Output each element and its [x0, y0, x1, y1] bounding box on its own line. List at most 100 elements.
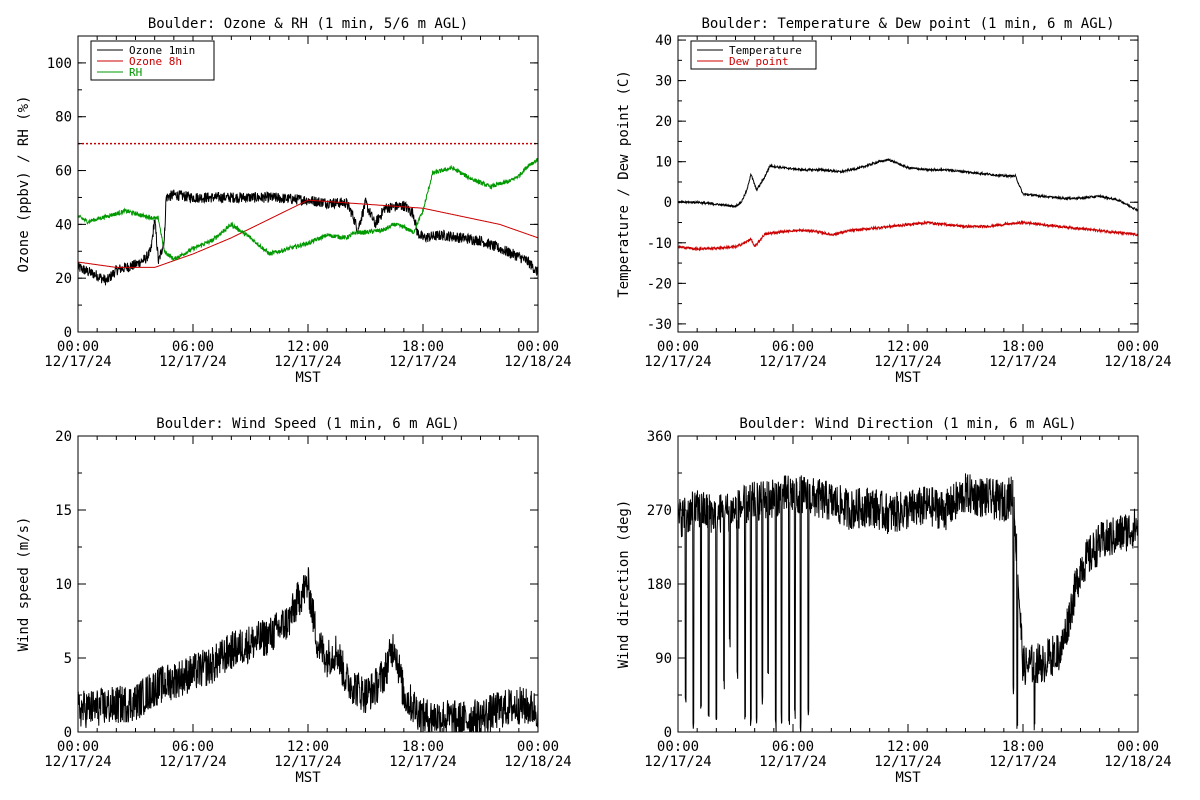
chart-title: Boulder: Temperature & Dew point (1 min,…	[701, 16, 1114, 32]
x-axis-label: MST	[895, 770, 921, 786]
y-tick-label: 20	[655, 114, 672, 130]
x-tick-time-label: 12:00	[887, 339, 929, 355]
x-tick-time-label: 00:00	[657, 739, 699, 755]
x-tick-time-label: 12:00	[887, 739, 929, 755]
x-tick-time-label: 00:00	[57, 739, 99, 755]
x-tick-date-label: 12/18/24	[504, 754, 571, 770]
legend-label: Ozone 1min	[129, 44, 195, 57]
y-tick-label: 100	[47, 56, 72, 72]
x-tick-date-label: 12/18/24	[1104, 354, 1171, 370]
x-axis-label: MST	[295, 770, 321, 786]
x-tick-time-label: 06:00	[772, 739, 814, 755]
y-tick-label: -10	[647, 236, 672, 252]
x-tick-time-label: 00:00	[57, 339, 99, 355]
x-tick-time-label: 06:00	[172, 339, 214, 355]
wind-direction-panel: Boulder: Wind Direction (1 min, 6 m AGL)…	[616, 416, 1172, 786]
y-tick-label: 270	[647, 503, 672, 519]
y-tick-label: 180	[647, 577, 672, 593]
series-group	[78, 157, 538, 286]
series-line-data	[78, 567, 538, 732]
y-tick-label: 0	[64, 725, 72, 741]
x-tick-date-label: 12/17/24	[274, 754, 341, 770]
y-tick-label: 20	[55, 429, 72, 445]
x-tick-date-label: 12/17/24	[874, 354, 941, 370]
series-line-ozone-8h	[78, 199, 538, 268]
y-tick-label: 90	[655, 651, 672, 667]
y-axis-label: Temperature / Dew point (C)	[616, 70, 632, 298]
chart-title: Boulder: Wind Direction (1 min, 6 m AGL)	[739, 416, 1076, 432]
chart-title: Boulder: Wind Speed (1 min, 6 m AGL)	[156, 416, 459, 432]
legend-label: RH	[129, 66, 142, 79]
x-tick-date-label: 12/17/24	[274, 354, 341, 370]
x-tick-time-label: 18:00	[402, 739, 444, 755]
x-tick-time-label: 18:00	[402, 339, 444, 355]
x-tick-date-label: 12/17/24	[644, 754, 711, 770]
y-tick-label: 60	[55, 164, 72, 180]
plot-frame	[677, 35, 1139, 333]
y-tick-label: 30	[655, 74, 672, 90]
x-tick-time-label: 18:00	[1002, 339, 1044, 355]
legend-box	[690, 40, 817, 70]
x-tick-time-label: 06:00	[172, 739, 214, 755]
x-tick-time-label: 12:00	[287, 739, 329, 755]
y-tick-label: 15	[55, 503, 72, 519]
x-tick-date-label: 12/17/24	[644, 354, 711, 370]
series-group	[678, 158, 1138, 252]
y-tick-label: 0	[64, 325, 72, 341]
wind-speed-panel: Boulder: Wind Speed (1 min, 6 m AGL) 0 5 10…	[16, 416, 572, 786]
legend-box	[90, 40, 215, 81]
temperature-dewpoint-panel: Boulder: Temperature & Dew point (1 min,…	[616, 16, 1172, 386]
y-tick-label: 80	[55, 110, 72, 126]
legend-label: Dew point	[729, 55, 789, 68]
x-tick-date-label: 12/17/24	[389, 754, 456, 770]
x-tick-time-label: 00:00	[1117, 339, 1159, 355]
y-tick-label: -20	[647, 276, 672, 292]
y-tick-label: 40	[55, 217, 72, 233]
plot-frame	[677, 435, 1139, 733]
y-tick-label: 10	[655, 155, 672, 171]
y-tick-label: 40	[655, 33, 672, 49]
x-tick-time-label: 00:00	[517, 739, 559, 755]
x-tick-date-label: 12/17/24	[159, 754, 226, 770]
x-tick-date-label: 12/17/24	[159, 354, 226, 370]
y-axis-label: Wind direction (deg)	[616, 500, 632, 669]
x-tick-date-label: 12/17/24	[44, 754, 111, 770]
y-tick-label: 10	[55, 577, 72, 593]
series-line-temperature	[678, 158, 1138, 212]
x-tick-date-label: 12/17/24	[44, 354, 111, 370]
x-tick-date-label: 12/17/24	[759, 754, 826, 770]
series-line-ozone-1min	[78, 189, 538, 286]
x-tick-time-label: 00:00	[657, 339, 699, 355]
x-axis-label: MST	[895, 370, 921, 386]
y-tick-label: -30	[647, 317, 672, 333]
y-axis-label: Wind speed (m/s)	[16, 517, 32, 652]
x-tick-date-label: 12/17/24	[989, 354, 1056, 370]
series-line-dew-point	[678, 219, 1138, 252]
series-line-data	[678, 473, 1138, 732]
x-tick-time-label: 00:00	[517, 339, 559, 355]
y-tick-label: 0	[664, 725, 672, 741]
series-group	[678, 473, 1138, 732]
x-tick-time-label: 06:00	[772, 339, 814, 355]
legend-label: Ozone 8h	[129, 55, 182, 68]
x-tick-date-label: 12/18/24	[504, 354, 571, 370]
x-tick-date-label: 12/17/24	[759, 354, 826, 370]
x-tick-time-label: 18:00	[1002, 739, 1044, 755]
y-tick-label: 0	[664, 195, 672, 211]
y-tick-label: 5	[64, 651, 72, 667]
chart-title: Boulder: Ozone & RH (1 min, 5/6 m AGL)	[148, 16, 468, 32]
x-tick-time-label: 00:00	[1117, 739, 1159, 755]
x-tick-date-label: 12/17/24	[989, 754, 1056, 770]
y-tick-label: 360	[647, 429, 672, 445]
series-group	[78, 567, 538, 732]
x-tick-time-label: 12:00	[287, 339, 329, 355]
y-tick-label: 20	[55, 271, 72, 287]
series-line-rh	[78, 157, 538, 262]
x-tick-date-label: 12/17/24	[389, 354, 456, 370]
x-axis-label: MST	[295, 370, 321, 386]
legend-label: Temperature	[729, 44, 802, 57]
x-tick-date-label: 12/17/24	[874, 754, 941, 770]
